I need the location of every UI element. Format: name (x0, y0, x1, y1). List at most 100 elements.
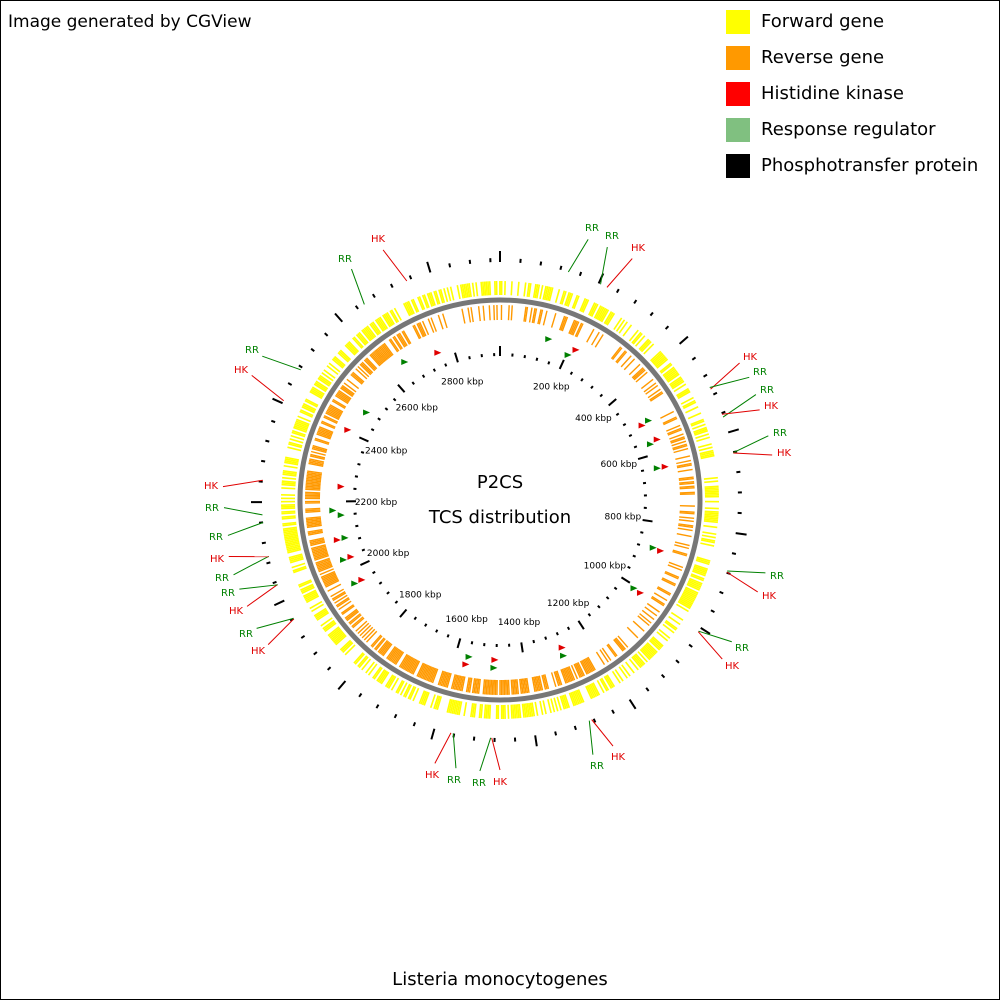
forward-gene (510, 704, 513, 719)
reverse-gene (309, 538, 325, 544)
reverse-gene (568, 666, 576, 681)
inner-tick (597, 604, 601, 609)
reverse-gene (406, 658, 416, 672)
inner-tick (580, 378, 584, 382)
reverse-gene (313, 552, 329, 559)
forward-gene (369, 323, 379, 336)
inner-tick (615, 412, 620, 416)
inner-tick (569, 371, 574, 376)
inner-tick (566, 626, 571, 631)
forward-gene (390, 309, 400, 323)
reverse-gene (409, 659, 418, 674)
forward-gene (700, 539, 715, 544)
forward-gene (295, 420, 310, 427)
reverse-gene (308, 461, 324, 466)
reverse-gene (444, 672, 451, 688)
forward-gene (357, 332, 368, 345)
outer-tick (559, 265, 563, 271)
reverse-gene (586, 657, 595, 672)
forward-gene (622, 324, 633, 337)
callout-marker (401, 358, 409, 365)
reverse-gene (679, 516, 695, 520)
forward-gene (683, 590, 697, 599)
forward-gene (571, 294, 579, 309)
forward-gene (646, 642, 658, 653)
forward-gene (292, 565, 307, 572)
reverse-gene (343, 382, 357, 393)
callout-line (351, 268, 365, 305)
forward-gene (301, 406, 315, 414)
forward-gene (700, 453, 715, 458)
forward-gene (281, 515, 296, 518)
forward-gene (372, 666, 382, 679)
forward-gene (621, 664, 631, 677)
forward-gene (387, 676, 397, 689)
outer-tick (393, 713, 398, 719)
reverse-gene (491, 679, 494, 695)
reverse-gene (672, 549, 688, 556)
reverse-gene (364, 358, 377, 371)
forward-gene (685, 586, 699, 594)
reverse-gene (550, 672, 557, 688)
forward-gene (704, 480, 719, 484)
callout-label: HK (777, 448, 792, 459)
reverse-gene (653, 592, 668, 602)
forward-gene (374, 319, 385, 332)
reverse-gene (450, 674, 456, 690)
reverse-gene (574, 322, 583, 337)
forward-gene (586, 685, 594, 699)
forward-gene (534, 284, 539, 299)
forward-gene (286, 545, 301, 551)
forward-gene (471, 282, 476, 297)
reverse-gene (651, 595, 666, 606)
forward-gene (695, 559, 710, 566)
reverse-gene (678, 523, 694, 527)
forward-gene (570, 692, 577, 706)
callout-line (434, 732, 452, 764)
forward-gene (649, 350, 662, 362)
reverse-gene (323, 576, 338, 584)
reverse-gene (640, 378, 654, 390)
forward-gene (599, 678, 608, 692)
reverse-gene (467, 677, 472, 693)
outer-tick (468, 259, 472, 265)
reverse-gene (672, 550, 688, 557)
legend-label: Forward gene (761, 11, 884, 32)
forward-gene (449, 286, 455, 301)
forward-gene (692, 570, 706, 577)
reverse-gene (584, 658, 594, 672)
forward-gene (376, 318, 386, 331)
forward-gene (344, 344, 356, 356)
inner-tick (384, 407, 389, 411)
forward-gene (554, 289, 561, 303)
forward-gene (454, 700, 460, 715)
outer-tick (554, 731, 558, 736)
forward-gene (703, 520, 718, 524)
reverse-gene (628, 363, 641, 376)
callout-label: RR (239, 629, 253, 640)
reverse-gene (574, 663, 583, 678)
inner-tick (520, 642, 524, 653)
forward-gene (644, 644, 656, 656)
reverse-gene (507, 679, 510, 695)
forward-gene (671, 380, 685, 390)
reverse-gene (363, 628, 376, 641)
forward-gene (692, 423, 706, 430)
reverse-gene (310, 450, 326, 456)
reverse-gene (679, 485, 695, 488)
callout-label: HK (743, 352, 758, 363)
forward-gene (656, 358, 669, 369)
reverse-gene (305, 488, 321, 491)
callout-label: RR (773, 428, 787, 439)
forward-gene (568, 692, 575, 707)
reverse-gene (398, 332, 408, 347)
position-label: 800 kbp (605, 512, 642, 522)
forward-gene (475, 282, 479, 297)
reverse-gene (370, 353, 382, 366)
reverse-gene (631, 367, 644, 379)
inner-tick (558, 359, 565, 370)
reverse-gene (521, 678, 526, 694)
forward-gene (673, 383, 687, 393)
forward-gene (283, 531, 298, 536)
reverse-gene (392, 650, 402, 664)
